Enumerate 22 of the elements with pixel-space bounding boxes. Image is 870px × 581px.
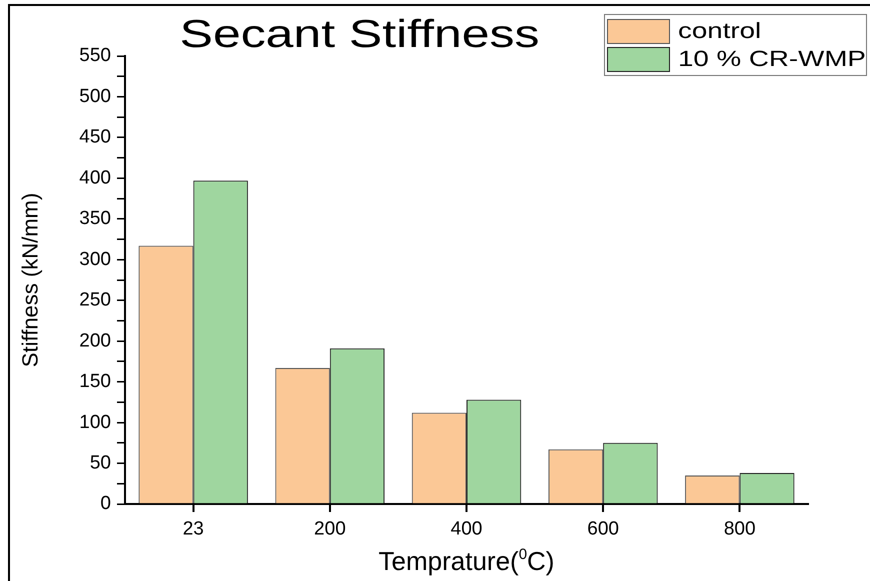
y-tick-label: 100	[79, 412, 111, 433]
x-tick-label: 600	[587, 518, 619, 540]
y-tick-label: 350	[79, 208, 111, 230]
legend-label: 10 % CR-WMP	[678, 46, 866, 72]
x-tick-label: 23	[182, 518, 204, 540]
chart-title: Secant Stiffness	[180, 12, 540, 58]
y-axis-title: Stiffness (kN/mm)	[17, 192, 42, 368]
y-tick-label: 250	[79, 290, 111, 311]
legend-label: control	[678, 18, 762, 44]
x-tick-label: 800	[724, 518, 756, 540]
x-tick-label: 200	[314, 518, 346, 540]
y-tick-label: 50	[90, 452, 111, 474]
x-tick-label: 400	[450, 518, 482, 540]
y-tick-label: 0	[100, 493, 111, 514]
y-tick-label: 400	[79, 167, 111, 188]
y-tick-label: 450	[79, 126, 111, 148]
y-tick-label: 550	[79, 45, 111, 66]
y-tick-label: 300	[79, 248, 111, 270]
y-tick-label: 150	[79, 371, 111, 392]
x-axis-title: Temprature($^{0}$C)	[378, 545, 556, 577]
y-tick-label: 500	[79, 86, 111, 107]
y-tick-label: 200	[79, 330, 111, 352]
